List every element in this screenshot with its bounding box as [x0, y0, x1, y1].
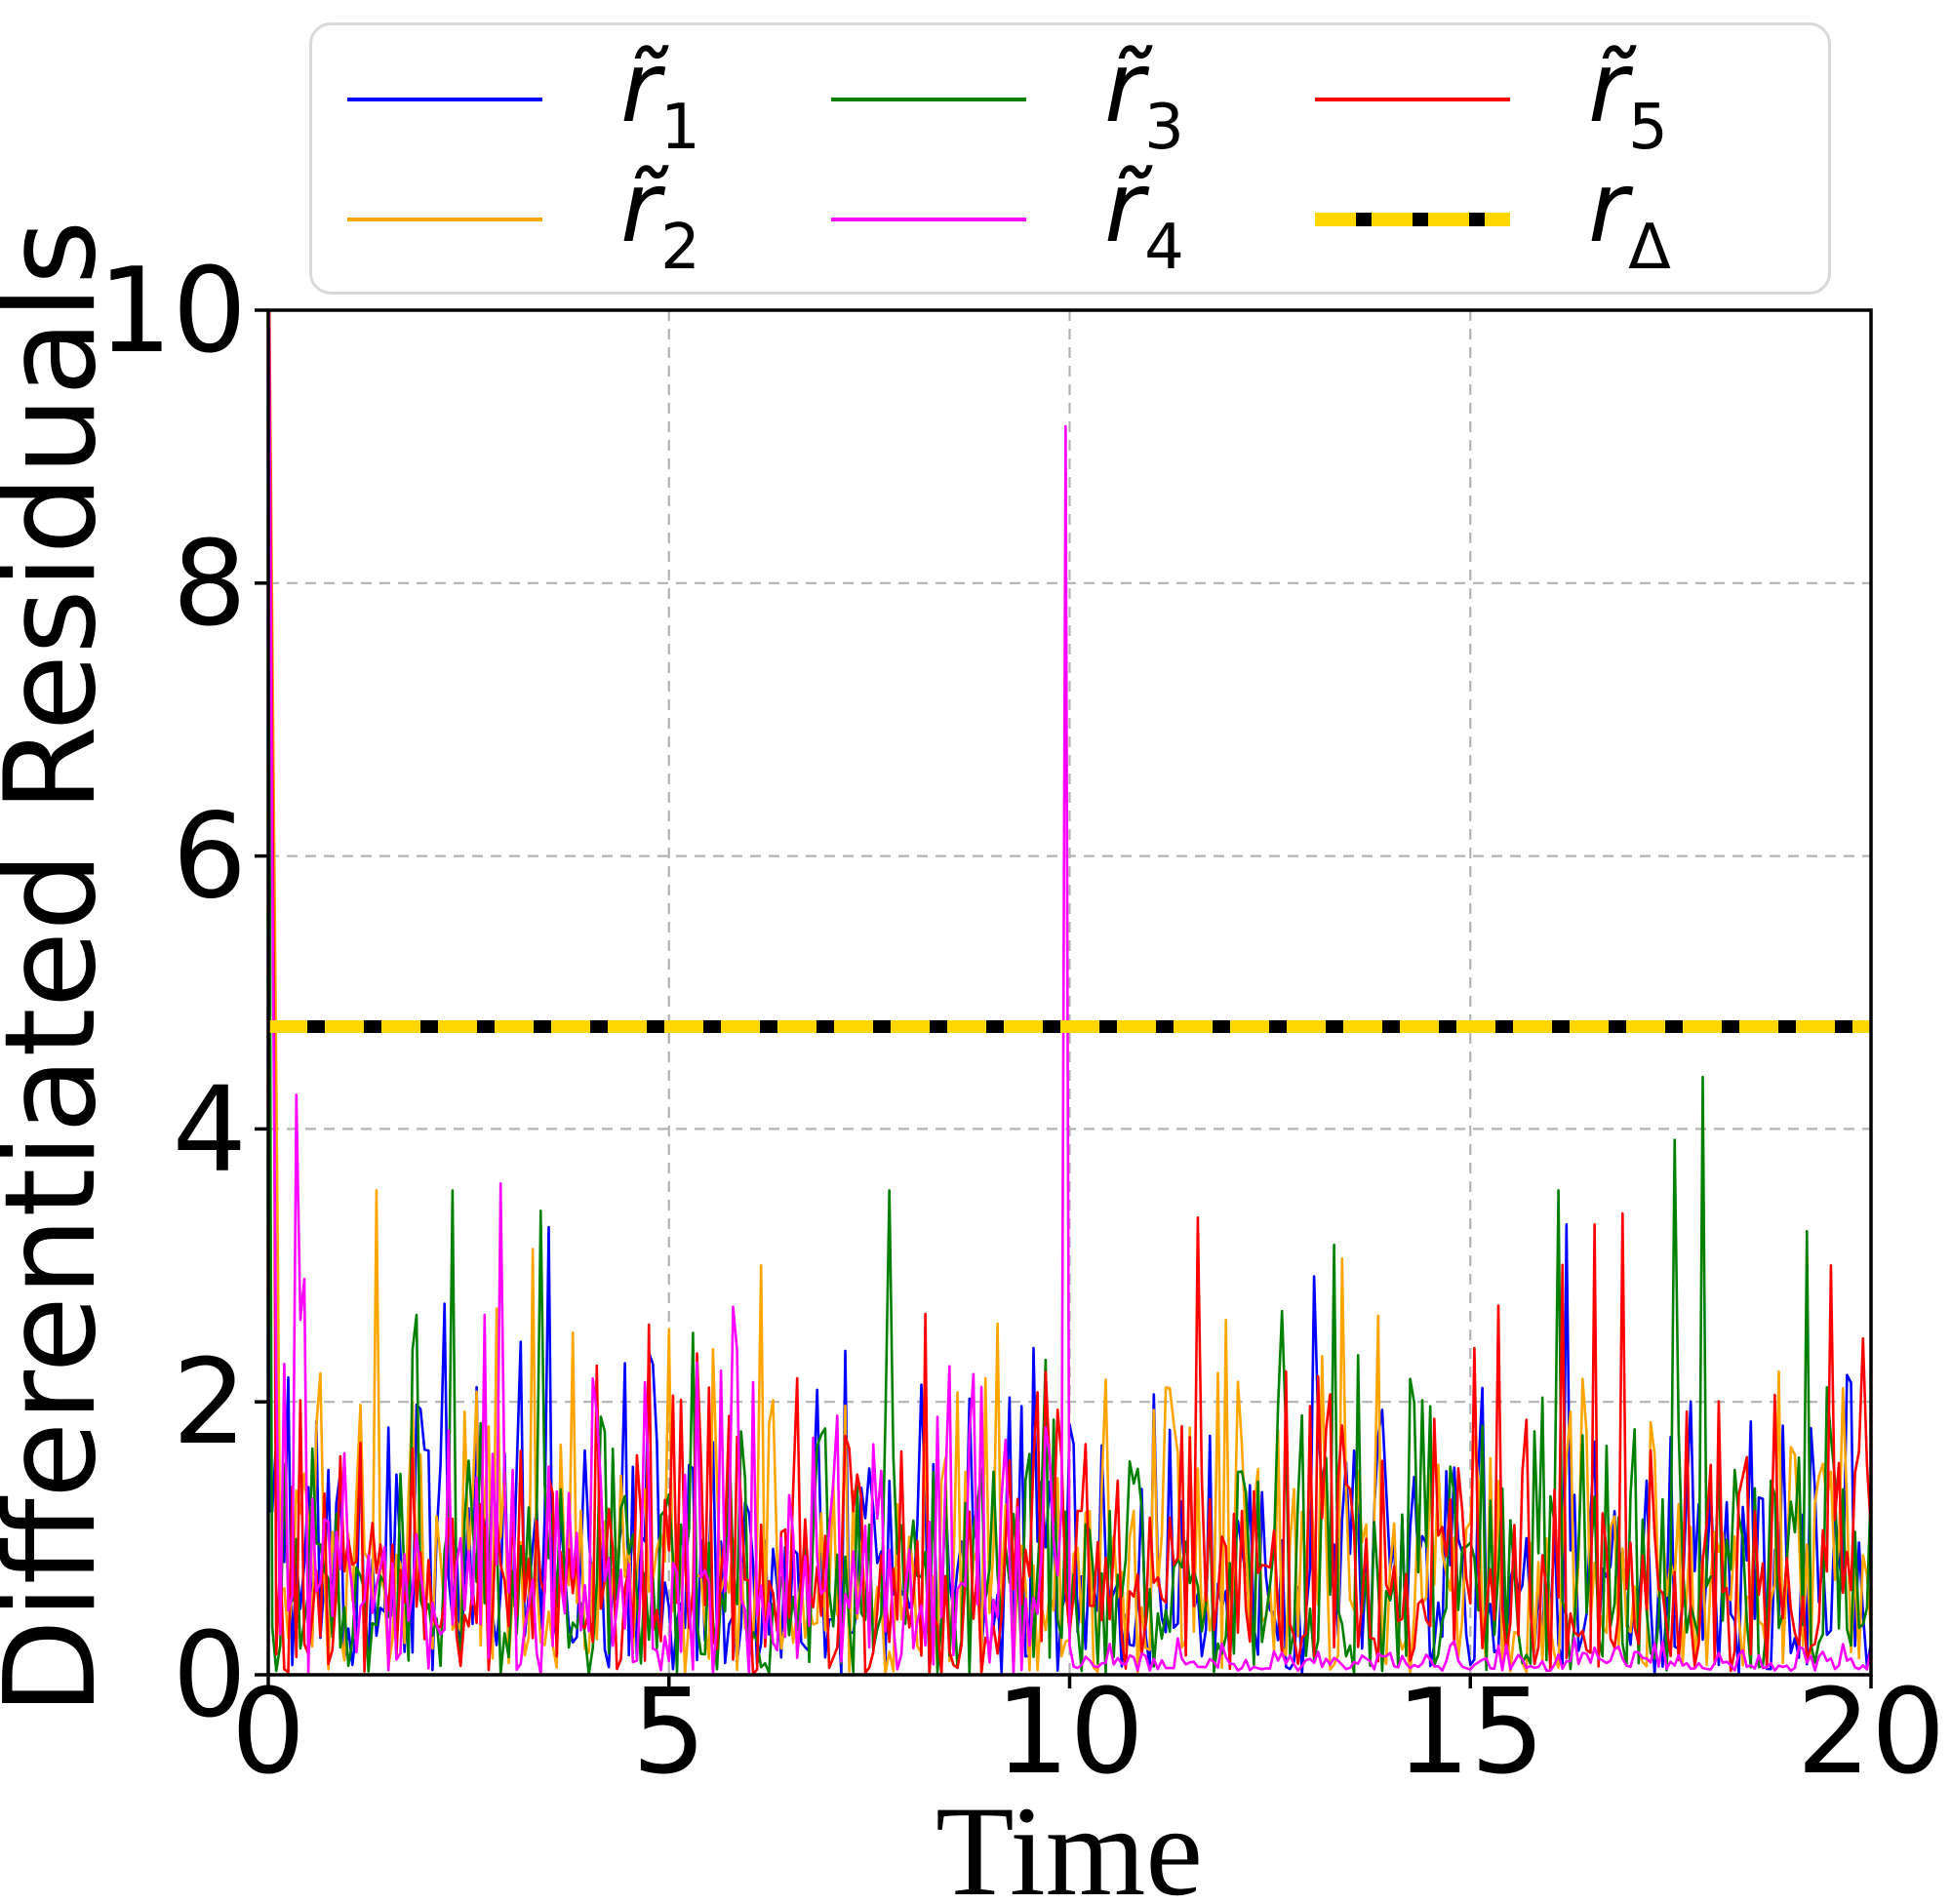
y-tick-label: 6: [173, 790, 247, 926]
series-r4-line: [268, 310, 1871, 1675]
x-axis-label: Time: [936, 1779, 1203, 1904]
legend-label-r1: r̃1: [620, 30, 700, 164]
legend-sample-r1: [347, 97, 542, 101]
legend-sample-r_delta: [1315, 212, 1510, 226]
x-tick-label: 10: [995, 1665, 1144, 1801]
x-tick-label: 15: [1396, 1665, 1545, 1801]
legend-label-r2: r̃2: [620, 150, 700, 284]
y-tick-label: 8: [173, 517, 247, 653]
y-tick-label: 2: [173, 1335, 247, 1471]
legend-sample-r3: [831, 97, 1026, 101]
legend-entry-r4: r̃4: [831, 159, 1315, 279]
legend-entry-r1: r̃1: [347, 39, 831, 159]
series-lines: [268, 310, 1871, 1675]
legend-sample-r2: [347, 217, 542, 221]
tick-marks-and-labels: 0 5 10 15 20 0 2 4 6 8 10: [98, 244, 1945, 1801]
legend: r̃1 r̃2 r̃3 r̃4 r̃5 rΔ: [309, 22, 1831, 295]
x-tick-label: 5: [632, 1665, 706, 1801]
y-tick-label: 0: [173, 1608, 247, 1744]
legend-label-r_delta: rΔ: [1588, 150, 1671, 284]
legend-entry-r3: r̃3: [831, 39, 1315, 159]
x-tick-label: 0: [231, 1665, 305, 1801]
legend-label-r4: r̃4: [1104, 150, 1184, 284]
legend-entry-r5: r̃5: [1315, 39, 1799, 159]
legend-entry-r2: r̃2: [347, 159, 831, 279]
y-tick-label: 10: [98, 244, 247, 379]
legend-label-r5: r̃5: [1588, 30, 1668, 164]
legend-sample-r4: [831, 217, 1026, 221]
y-tick-label: 4: [173, 1062, 247, 1198]
x-tick-label: 20: [1797, 1665, 1946, 1801]
legend-sample-r5: [1315, 97, 1510, 101]
legend-label-r3: r̃3: [1104, 30, 1184, 164]
y-axis-label: Differentiated Residuals: [0, 219, 124, 1715]
legend-entry-r_delta: rΔ: [1315, 159, 1799, 279]
